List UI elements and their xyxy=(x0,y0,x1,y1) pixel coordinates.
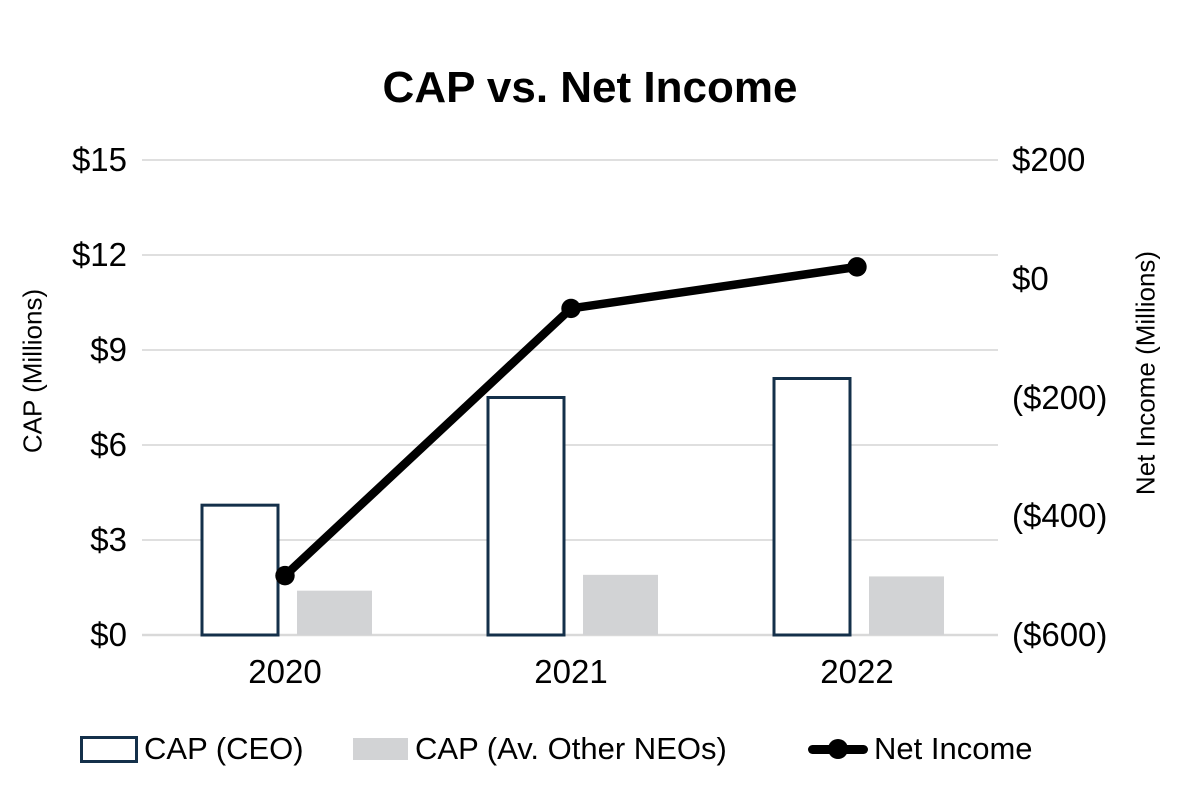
cap-neos-swatch-icon xyxy=(353,738,408,760)
bar-cap-ceo-2021 xyxy=(486,396,566,637)
legend-item-net-income: Net Income xyxy=(808,731,1033,767)
left-axis-tick-1: $12 xyxy=(71,236,127,273)
bar-cap-ceo-2020 xyxy=(200,503,280,637)
x-axis-label-2021: 2021 xyxy=(534,653,608,690)
right-axis-tick-3: ($400) xyxy=(1012,497,1108,535)
legend-label-cap-neos: CAP (Av. Other NEOs) xyxy=(415,731,727,766)
net-income-point-2020 xyxy=(275,565,295,586)
net-income-point-2022 xyxy=(847,257,867,277)
right-axis-title: Net Income (Millions) xyxy=(1130,250,1161,496)
x-axis-label-2022: 2022 xyxy=(820,653,894,690)
left-axis-tick-0: $15 xyxy=(71,141,127,178)
bar-cap-neos-2021 xyxy=(583,574,658,635)
cap-ceo-swatch-icon xyxy=(80,735,138,763)
right-axis-tick-4: ($600) xyxy=(1012,616,1108,653)
left-axis-tick-3: $6 xyxy=(90,426,127,463)
legend-item-cap-ceo: CAP (CEO) xyxy=(80,731,304,767)
chart-title: CAP vs. Net Income xyxy=(382,63,798,112)
net-income-swatch-icon xyxy=(808,739,868,759)
bar-cap-neos-2022 xyxy=(869,576,944,635)
plot-area xyxy=(142,159,998,637)
bar-cap-neos-2020 xyxy=(297,590,372,635)
legend-label-net-income: Net Income xyxy=(874,731,1033,766)
bar-cap-ceo-2022 xyxy=(772,377,852,637)
legend: CAP (CEO) CAP (Av. Other NEOs) Net Incom… xyxy=(0,731,1180,767)
left-axis-tick-2: $9 xyxy=(90,331,127,368)
legend-item-cap-neos: CAP (Av. Other NEOs) xyxy=(353,731,727,767)
right-axis-tick-2: ($200) xyxy=(1012,378,1108,416)
x-axis-label-2020: 2020 xyxy=(248,653,322,690)
legend-label-cap-ceo: CAP (CEO) xyxy=(144,731,304,766)
net-income-point-2021 xyxy=(561,298,581,319)
left-axis-tick-5: $0 xyxy=(90,616,127,653)
right-axis-tick-0: $200 xyxy=(1012,141,1086,178)
right-axis-tick-1: $0 xyxy=(1012,259,1049,297)
left-axis-tick-4: $3 xyxy=(90,521,127,558)
